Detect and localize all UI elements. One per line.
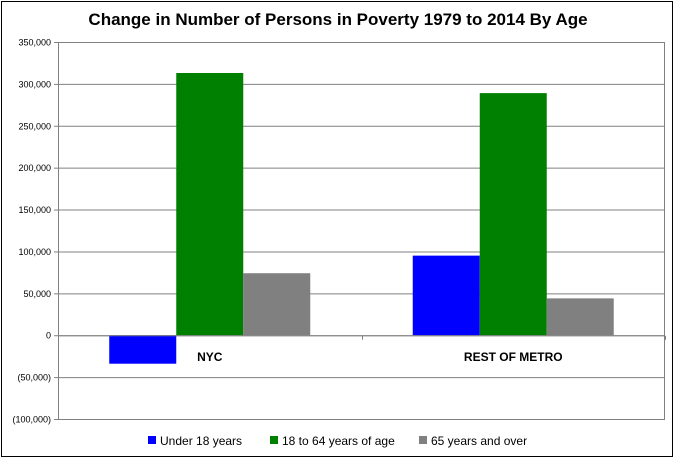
y-tick-label: 250,000 [18, 121, 51, 131]
bar [109, 335, 177, 364]
y-tick-label: (100,000) [12, 415, 51, 425]
category-label: REST OF METRO [464, 350, 563, 364]
category-label: NYC [197, 350, 223, 364]
y-axis-ticks: 350,000 300,000 250,000 200,000 150,000 100,0… [12, 38, 58, 425]
legend: Under 18 years 18 to 64 years of age 65 ye… [148, 434, 527, 448]
legend-swatch [148, 436, 156, 444]
y-tick-label: 150,000 [18, 205, 51, 215]
y-tick-label: (50,000) [17, 373, 51, 383]
bar [412, 255, 480, 336]
bar [479, 93, 547, 336]
y-tick-label: 200,000 [18, 163, 51, 173]
chart-title: Change in Number of Persons in Poverty 1… [88, 10, 587, 29]
bar [243, 273, 311, 336]
y-tick-label: 0 [46, 331, 51, 341]
legend-swatch [270, 436, 278, 444]
legend-label: 18 to 64 years of age [282, 434, 395, 448]
legend-label: Under 18 years [160, 434, 242, 448]
grid-lines [58, 42, 665, 420]
bar [546, 298, 614, 336]
y-tick-label: 50,000 [23, 289, 51, 299]
y-tick-label: 300,000 [18, 79, 51, 89]
bars [109, 72, 614, 364]
legend-label: 65 years and over [431, 434, 527, 448]
axes [58, 42, 666, 419]
y-tick-label: 350,000 [18, 38, 51, 48]
bar [176, 72, 244, 336]
category-labels: NYC REST OF METRO [197, 350, 563, 364]
legend-swatch [419, 436, 427, 444]
y-tick-label: 100,000 [18, 247, 51, 257]
